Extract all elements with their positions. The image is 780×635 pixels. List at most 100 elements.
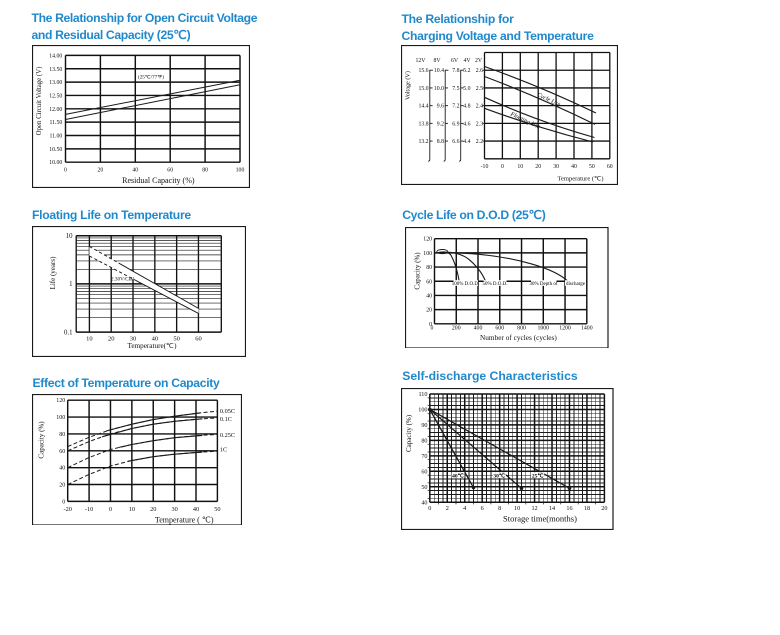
svg-text:10.4: 10.4 [434, 68, 444, 74]
svg-text:0.05C: 0.05C [219, 408, 234, 415]
svg-text:20: 20 [98, 167, 104, 173]
svg-text:30% Depth of: 30% Depth of [529, 282, 557, 287]
svg-text:30℃: 30℃ [493, 472, 506, 479]
svg-text:6: 6 [481, 505, 484, 512]
svg-text:60: 60 [167, 167, 173, 173]
svg-text:20: 20 [426, 307, 432, 313]
svg-text:4.4: 4.4 [463, 139, 470, 145]
svg-text:15.6: 15.6 [418, 68, 428, 74]
svg-text:Open Circuit Voltage (V): Open Circuit Voltage (V) [36, 66, 43, 135]
svg-text:10: 10 [514, 505, 520, 512]
svg-text:13.8: 13.8 [418, 121, 428, 127]
svg-text:120: 120 [423, 236, 432, 242]
svg-text:4.8: 4.8 [463, 103, 470, 109]
svg-text:discharge: discharge [566, 282, 586, 287]
svg-text:Number of cycles (cycles): Number of cycles (cycles) [480, 333, 557, 342]
svg-text:8V: 8V [433, 57, 441, 63]
svg-text:13.50: 13.50 [49, 66, 62, 72]
svg-text:2V: 2V [475, 57, 483, 63]
svg-text:800: 800 [517, 325, 526, 331]
svg-text:40℃: 40℃ [452, 472, 465, 479]
svg-text:6V: 6V [451, 57, 459, 63]
svg-text:40: 40 [192, 505, 198, 512]
svg-text:Temperature ( ℃): Temperature ( ℃) [154, 515, 213, 524]
svg-text:7.2: 7.2 [452, 103, 459, 109]
svg-text:12.00: 12.00 [49, 106, 62, 112]
svg-text:80: 80 [421, 438, 427, 445]
svg-text:10.00: 10.00 [49, 160, 62, 166]
svg-text:40: 40 [132, 167, 138, 173]
svg-text:20: 20 [107, 335, 114, 342]
svg-text:2: 2 [446, 505, 449, 512]
svg-text:100: 100 [418, 407, 427, 414]
svg-text:15.0: 15.0 [418, 85, 428, 91]
svg-text:7.5: 7.5 [452, 85, 459, 91]
svg-text:20: 20 [59, 482, 65, 488]
svg-text:400: 400 [474, 325, 483, 331]
svg-text:100: 100 [236, 167, 245, 173]
svg-text:12.50: 12.50 [49, 93, 62, 99]
svg-text:50: 50 [421, 484, 427, 491]
svg-text:120: 120 [56, 398, 65, 404]
svg-text:60: 60 [59, 448, 65, 454]
svg-text:30: 30 [129, 335, 136, 342]
svg-text:-10: -10 [481, 163, 489, 169]
svg-text:200: 200 [452, 325, 461, 331]
svg-text:5.2: 5.2 [463, 68, 470, 74]
svg-text:60: 60 [195, 335, 202, 342]
svg-text:13.00: 13.00 [49, 80, 62, 86]
svg-text:14.4: 14.4 [418, 103, 428, 109]
svg-text:50: 50 [173, 335, 180, 342]
svg-text:9.2: 9.2 [437, 121, 444, 127]
svg-text:Capacity (%): Capacity (%) [414, 251, 422, 289]
svg-text:40: 40 [426, 293, 432, 299]
svg-text:1: 1 [69, 281, 72, 288]
svg-text:14: 14 [549, 505, 555, 512]
svg-text:8.8: 8.8 [437, 139, 444, 145]
svg-text:40: 40 [421, 499, 427, 506]
svg-text:80: 80 [59, 431, 65, 437]
svg-text:Temperature(℃): Temperature(℃) [127, 342, 177, 350]
svg-text:60: 60 [426, 279, 432, 285]
svg-text:Capacity (%): Capacity (%) [405, 414, 413, 452]
svg-text:20: 20 [535, 163, 541, 169]
svg-text:0: 0 [501, 163, 504, 169]
svg-text:-20: -20 [63, 505, 71, 512]
svg-text:10.50: 10.50 [49, 146, 62, 152]
svg-text:10: 10 [65, 232, 72, 239]
svg-text:0.1: 0.1 [64, 329, 73, 336]
svg-text:100: 100 [56, 415, 65, 421]
svg-text:Storage time(months): Storage time(months) [503, 514, 577, 524]
svg-text:11.50: 11.50 [49, 120, 62, 126]
svg-text:10.0: 10.0 [434, 85, 444, 91]
svg-text:1200: 1200 [559, 325, 571, 331]
svg-text:50: 50 [589, 163, 595, 169]
svg-text:Life (years): Life (years) [49, 255, 57, 289]
svg-text:8: 8 [498, 505, 501, 512]
svg-text:2.6: 2.6 [476, 68, 483, 74]
svg-text:1400: 1400 [581, 325, 593, 331]
svg-text:12V: 12V [416, 57, 427, 63]
svg-text:50% D.O.D.: 50% D.O.D. [483, 282, 508, 287]
svg-text:11.00: 11.00 [49, 133, 62, 139]
svg-text:80: 80 [202, 167, 208, 173]
svg-text:0: 0 [64, 167, 67, 173]
svg-text:10: 10 [128, 505, 134, 512]
svg-text:13.2: 13.2 [418, 139, 428, 145]
svg-text:6.6: 6.6 [452, 139, 459, 145]
svg-text:2.30V/Cell: 2.30V/Cell [111, 276, 134, 282]
svg-text:0: 0 [108, 505, 111, 512]
svg-text:2.2: 2.2 [476, 139, 483, 145]
svg-text:4: 4 [463, 505, 466, 512]
svg-text:16: 16 [566, 505, 572, 512]
svg-text:30: 30 [553, 163, 559, 169]
svg-text:0.25C: 0.25C [219, 432, 234, 439]
svg-text:-10: -10 [84, 505, 92, 512]
svg-text:5.0: 5.0 [463, 85, 470, 91]
svg-text:0: 0 [429, 321, 432, 327]
svg-text:2.3: 2.3 [476, 121, 483, 127]
svg-text:2.5: 2.5 [476, 85, 483, 91]
svg-text:(25℃/77℉): (25℃/77℉) [138, 73, 164, 80]
svg-text:20: 20 [601, 505, 607, 512]
svg-text:2.4: 2.4 [476, 103, 483, 109]
